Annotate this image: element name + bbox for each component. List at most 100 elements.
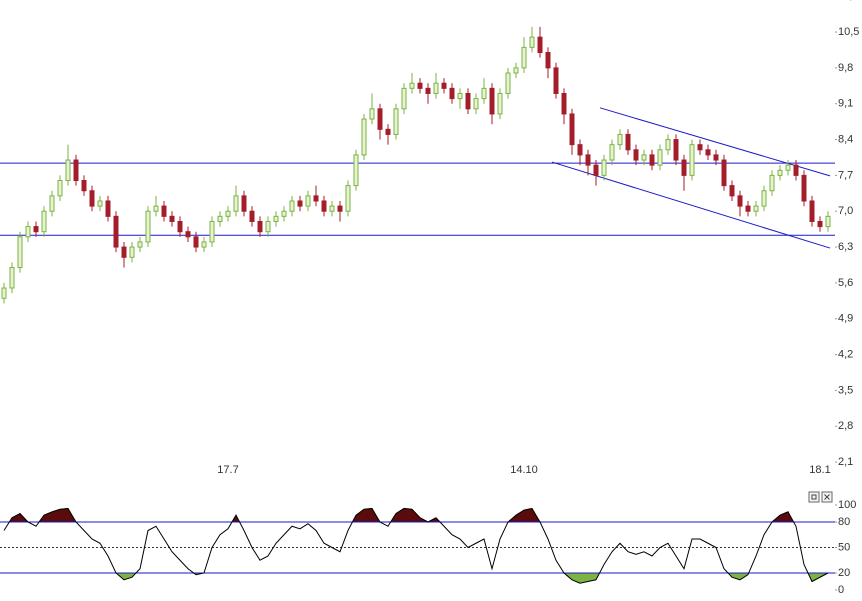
candle-body [449,87,455,100]
candle-body [569,113,575,146]
candle-body [81,180,87,192]
candle-body [361,118,367,156]
candle-body [209,220,215,243]
y-tick-label: 11,2 [838,0,859,2]
candle-body [673,139,679,161]
trend-line [551,161,831,249]
candle-body [321,200,327,212]
maximize-icon [811,494,817,500]
candle-body [577,144,583,156]
candle-body [649,154,655,166]
candle-body [505,72,511,94]
y-tick-label: 4,9 [838,313,853,325]
candle-body [457,92,463,100]
y-tick-label: 20 [838,567,850,579]
candle-body [57,180,63,197]
candle-body [305,195,311,207]
candle-body [601,159,607,176]
indicator-buttons [808,491,833,503]
candle-body [41,210,47,233]
candle-body [521,46,527,69]
candle-body [113,215,119,248]
y-tick-label: 7,0 [838,205,853,217]
candle-body [49,195,55,212]
x-tick-label: 17.7 [217,464,238,476]
candle-body [705,149,711,156]
y-tick-label: 0 [838,584,844,596]
candle-body [697,144,703,151]
y-tick-label: 6,3 [838,241,853,253]
candle-body [481,87,487,100]
candle-body [289,200,295,212]
candle-body [761,190,767,207]
candle-body [9,267,15,289]
candle-body [593,164,599,176]
candle-body [297,200,303,207]
overbought-fill [4,508,828,522]
candle-body [825,215,831,228]
x-tick-label: 18.1 [809,464,830,476]
candle-body [369,108,375,120]
candle-body [801,174,807,202]
candle-body [777,169,783,176]
candle-body [1,287,7,299]
candle-body [681,159,687,176]
candle-body [425,87,431,94]
y-tick-label: 3,5 [838,384,853,396]
y-tick-label: 9,8 [838,62,853,74]
trend-line [599,107,831,177]
candle-body [545,52,551,69]
candle-body [441,82,447,89]
candle-body [233,195,239,212]
candle-body [497,92,503,115]
candle-body [385,128,391,135]
candle-body [513,67,519,74]
candle-body [785,164,791,171]
candle-body [737,195,743,207]
candle-body [73,159,79,182]
candle-body [281,210,287,217]
candle-body [33,226,39,233]
candle-body [257,220,263,233]
y-tick-label: 5,6 [838,277,853,289]
candle-body [689,144,695,176]
candle-body [633,149,639,161]
y-tick-label: 7,7 [838,169,853,181]
candle-body [329,205,335,212]
candle-body [665,139,671,151]
candle-body [401,87,407,110]
oscillator-line [3,507,829,584]
candle-body [241,195,247,212]
candle-body [809,200,815,222]
candle-body [217,215,223,222]
candle-body [729,185,735,197]
y-tick-label: 2,1 [838,456,853,468]
candle-body [641,154,647,161]
candle-body [489,87,495,115]
y-tick-label: 8,4 [838,133,853,145]
candle-body [193,236,199,248]
candle-body [97,200,103,207]
candle-body [417,82,423,89]
candle-body [201,241,207,248]
candle-body [393,108,399,135]
oversold-fill [4,573,828,584]
candle-body [17,236,23,269]
candle-body [585,154,591,166]
candle-body [617,133,623,146]
candle-body [609,144,615,161]
x-tick-label: 14.10 [510,464,538,476]
candle-body [65,159,71,182]
maximize-button[interactable] [808,491,820,503]
close-icon [824,494,830,500]
candle-body [377,108,383,130]
candle-body [249,210,255,222]
candle-body [745,205,751,212]
y-tick-label: 9,1 [838,98,853,110]
candle-body [161,205,167,217]
candle-body [337,205,343,212]
candle-body [433,82,439,94]
y-tick-label: 10,5 [838,26,859,38]
candle-body [713,154,719,161]
